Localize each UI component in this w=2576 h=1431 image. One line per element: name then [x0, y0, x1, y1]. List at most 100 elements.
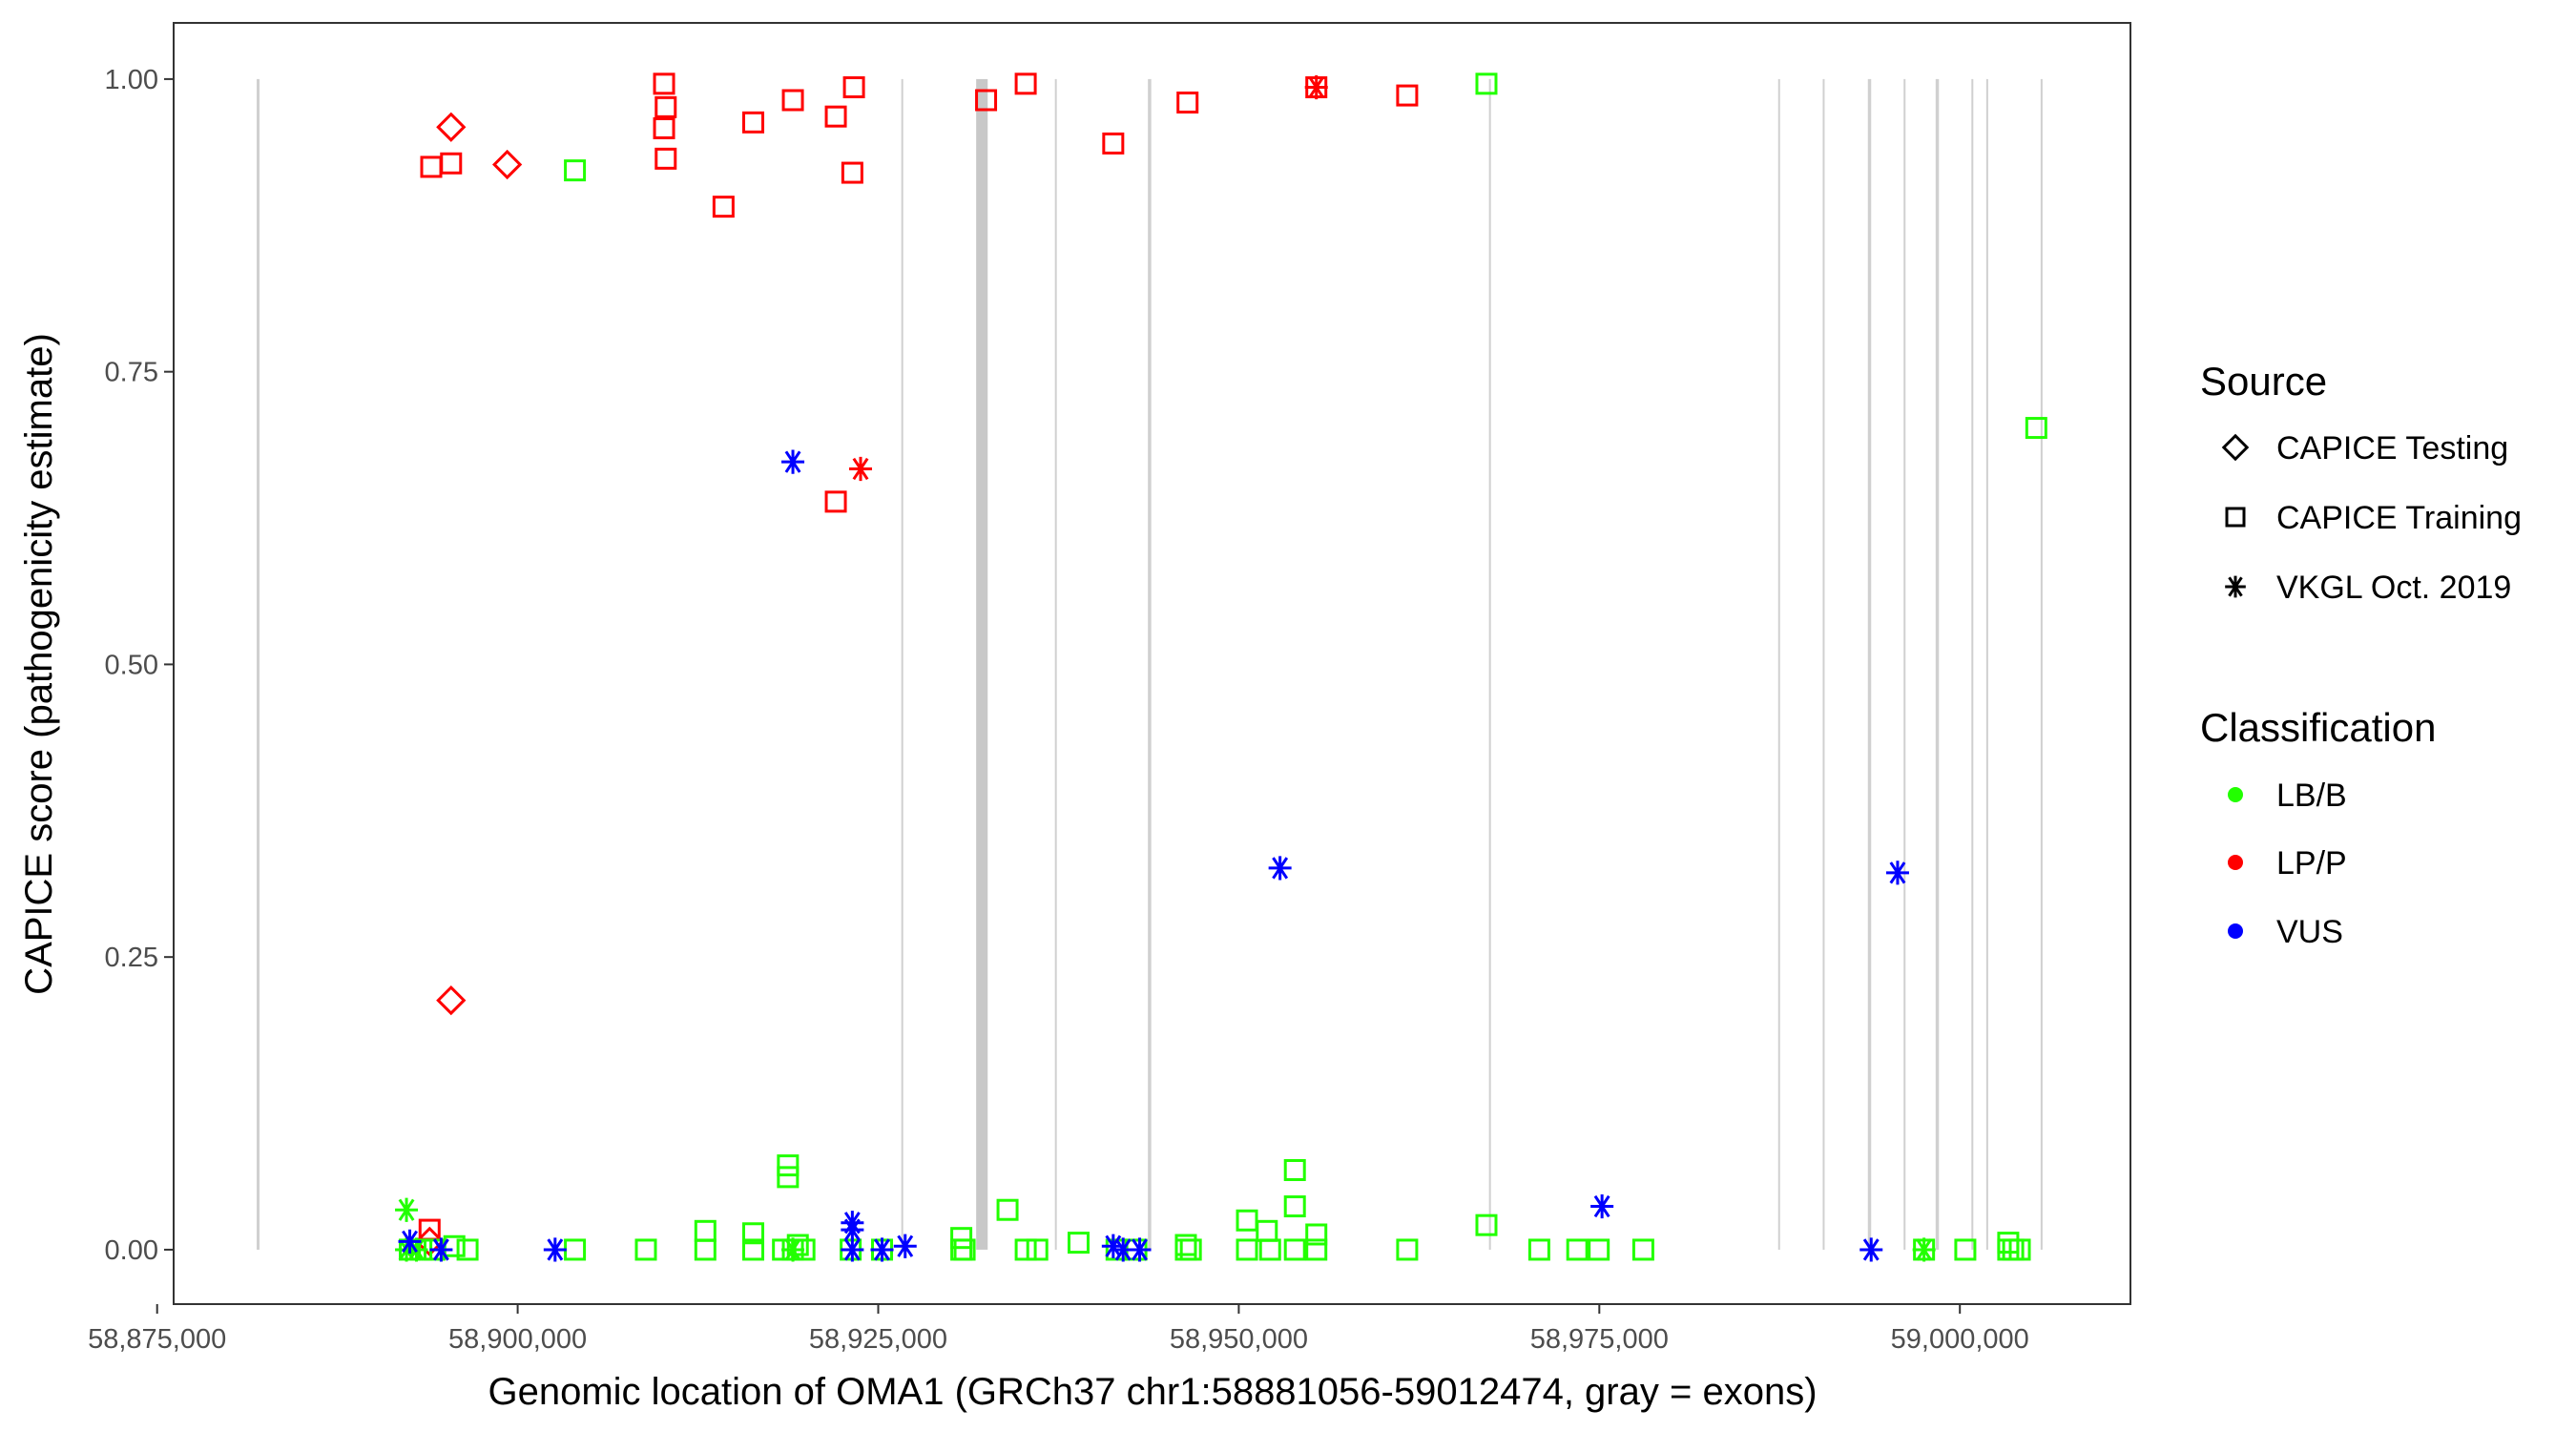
square-marker — [1283, 1159, 1306, 1182]
data-point-lpp-training — [824, 490, 847, 513]
x-axis: 58,875,000 58,900,000 58,925,000 58,950,000… — [88, 1304, 2029, 1355]
x-tick-label: 58,975,000 — [1530, 1324, 1669, 1355]
data-point-lbb-training — [1475, 73, 1498, 95]
square-marker — [1527, 1238, 1550, 1261]
square-marker — [2225, 507, 2246, 528]
data-point-lbb-vkgl — [1912, 1237, 1936, 1262]
data-point-lbb-training — [564, 159, 587, 182]
x-tick-label: 58,900,000 — [448, 1324, 587, 1355]
asterisk-marker — [543, 1237, 567, 1262]
exon-band — [256, 78, 260, 1250]
square-marker — [842, 75, 865, 98]
square-marker — [1283, 1195, 1306, 1218]
data-point-lbb-training — [1631, 1238, 1654, 1261]
asterisk-marker — [398, 1229, 422, 1254]
asterisk-marker — [781, 449, 805, 474]
square-marker — [1236, 1238, 1258, 1261]
square-marker — [1283, 1238, 1306, 1261]
legend-diamond-icon — [2221, 433, 2250, 462]
data-point-lbb-vkgl — [395, 1197, 419, 1222]
square-marker — [824, 105, 847, 128]
square-marker — [975, 89, 998, 112]
x-tick-label: 58,950,000 — [1170, 1324, 1308, 1355]
data-point-lbb-training — [1566, 1238, 1589, 1261]
exon-band — [1867, 78, 1872, 1250]
legend-class-label: VUS — [2276, 914, 2343, 950]
data-point-lpp-training — [653, 116, 675, 139]
asterisk-marker — [1859, 1237, 1883, 1262]
square-marker — [777, 1154, 800, 1177]
legend-class-label: LB/B — [2276, 778, 2347, 814]
square-marker — [440, 152, 463, 175]
asterisk-marker — [1111, 1237, 1135, 1262]
square-marker — [1258, 1238, 1281, 1261]
x-tick-label: 59,000,000 — [1891, 1324, 2029, 1355]
asterisk-marker — [1268, 856, 1292, 881]
legend-source-label: CAPICE Training — [2276, 500, 2522, 536]
data-point-vus-vkgl — [429, 1237, 453, 1262]
square-marker — [742, 1238, 765, 1261]
legend-classification-title: Classification — [2200, 705, 2436, 750]
data-point-lbb-training — [456, 1238, 479, 1261]
data-point-lbb-training — [777, 1154, 800, 1177]
data-point-lpp-training — [742, 111, 765, 134]
legend-dot-icon — [2228, 855, 2243, 870]
square-marker — [1631, 1238, 1654, 1261]
square-marker — [742, 1222, 765, 1245]
data-point-lbb-training — [1258, 1238, 1281, 1261]
data-point-lbb-vkgl — [781, 1237, 805, 1262]
data-point-lbb-training — [1305, 1223, 1328, 1246]
data-point-lbb-training — [1527, 1238, 1550, 1261]
legend-source-label: VKGL Oct. 2019 — [2276, 570, 2511, 606]
data-point-lbb-training — [2008, 1238, 2031, 1261]
asterisk-marker — [1885, 861, 1909, 885]
square-marker — [694, 1238, 717, 1261]
data-point-lbb-training — [2025, 417, 2047, 440]
exon-band — [1985, 78, 1988, 1250]
data-point-lpp-training — [653, 73, 675, 95]
data-point-lbb-training — [742, 1238, 765, 1261]
square-marker — [1179, 1238, 1202, 1261]
data-point-lbb-training — [777, 1166, 800, 1189]
data-point-lpp-training — [1396, 84, 1419, 107]
data-point-vus-vkgl — [1128, 1237, 1152, 1262]
asterisk-marker — [429, 1237, 453, 1262]
square-marker — [1067, 1232, 1090, 1255]
data-point-vus-vkgl — [870, 1237, 894, 1262]
square-marker — [712, 196, 735, 218]
square-marker — [841, 161, 863, 184]
data-point-vus-vkgl — [781, 449, 805, 474]
data-point-vus-vkgl — [398, 1229, 422, 1254]
data-point-lbb-training — [1396, 1238, 1419, 1261]
square-marker — [1566, 1238, 1589, 1261]
asterisk-marker — [1590, 1193, 1614, 1219]
legend-source-title: Source — [2200, 359, 2327, 404]
square-marker — [1475, 1213, 1498, 1236]
data-point-vus-vkgl — [543, 1237, 567, 1262]
dot-marker — [2228, 923, 2243, 939]
exon-band — [1777, 78, 1780, 1250]
y-tick-label: 0.75 — [105, 358, 158, 388]
square-marker — [2008, 1238, 2031, 1261]
data-point-lbb-training — [1014, 1238, 1037, 1261]
asterisk-marker — [849, 456, 873, 482]
data-point-lpp-training — [1014, 73, 1037, 95]
square-marker — [1026, 1238, 1049, 1261]
legend: Source CAPICE Testing CAPICE Training VKGL… — [2200, 359, 2522, 950]
y-tick-label: 0.00 — [105, 1235, 158, 1266]
square-marker — [777, 1166, 800, 1189]
y-axis-title: CAPICE score (pathogenicity estimate) — [18, 333, 60, 995]
data-point-lbb-training — [1283, 1238, 1306, 1261]
x-axis-title: Genomic location of OMA1 (GRCh37 chr1:58… — [488, 1371, 1817, 1413]
asterisk-marker — [2225, 575, 2246, 598]
data-point-lbb-training — [1475, 1213, 1498, 1236]
legend-class-label: LP/P — [2276, 845, 2347, 881]
square-marker — [1176, 91, 1199, 114]
square-marker — [654, 147, 677, 170]
data-point-lpp-testing — [436, 112, 467, 142]
data-point-vus-vkgl — [1268, 856, 1292, 881]
data-point-vus-vkgl — [1859, 1237, 1883, 1262]
square-marker — [564, 159, 587, 182]
data-point-vus-vkgl — [1101, 1234, 1125, 1258]
data-points — [395, 73, 2047, 1262]
